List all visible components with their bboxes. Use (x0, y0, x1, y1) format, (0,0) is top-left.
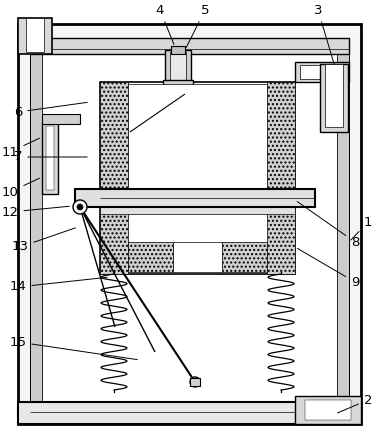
Bar (100, 82, 295, 192)
Text: 7: 7 (14, 150, 87, 164)
Bar (325, 64, 343, 127)
Circle shape (77, 204, 83, 210)
Bar (100, 204, 295, 214)
Text: 6: 6 (14, 103, 87, 118)
Bar (18, 402, 361, 424)
Bar (46, 126, 54, 190)
Bar (100, 204, 295, 274)
Bar (222, 242, 267, 272)
Bar (173, 242, 222, 272)
Text: 10: 10 (2, 178, 39, 198)
Text: 2: 2 (338, 393, 372, 413)
Text: 9: 9 (298, 248, 359, 289)
Text: 11: 11 (2, 138, 39, 159)
Bar (42, 122, 58, 194)
Bar (100, 204, 128, 274)
Bar (42, 114, 80, 124)
Bar (295, 396, 361, 424)
Bar (295, 62, 349, 82)
Bar (300, 65, 344, 79)
Bar (267, 204, 295, 274)
Bar (171, 46, 185, 54)
Bar (337, 42, 349, 414)
Text: 8: 8 (297, 202, 359, 248)
Circle shape (73, 200, 87, 214)
Bar (165, 50, 191, 82)
Bar (18, 18, 52, 54)
Bar (267, 82, 295, 192)
Circle shape (190, 377, 200, 387)
Bar (128, 242, 173, 272)
Bar (30, 38, 349, 54)
Text: 15: 15 (9, 335, 137, 360)
Bar (100, 82, 128, 192)
Text: 5: 5 (186, 4, 209, 48)
Bar (42, 54, 337, 402)
Bar (190, 378, 200, 386)
Bar (30, 42, 349, 54)
Bar (26, 18, 44, 52)
Text: 1: 1 (351, 216, 372, 240)
Text: 3: 3 (314, 4, 334, 65)
Bar (163, 80, 193, 92)
Text: 13: 13 (11, 228, 75, 254)
Bar (128, 84, 267, 190)
Bar (30, 42, 42, 414)
Bar (320, 64, 348, 132)
Text: 12: 12 (2, 206, 69, 218)
Text: 14: 14 (9, 277, 107, 293)
Bar (75, 189, 315, 207)
Bar (30, 402, 349, 414)
Bar (170, 52, 186, 80)
Text: 4: 4 (156, 4, 174, 45)
Bar (305, 400, 351, 420)
